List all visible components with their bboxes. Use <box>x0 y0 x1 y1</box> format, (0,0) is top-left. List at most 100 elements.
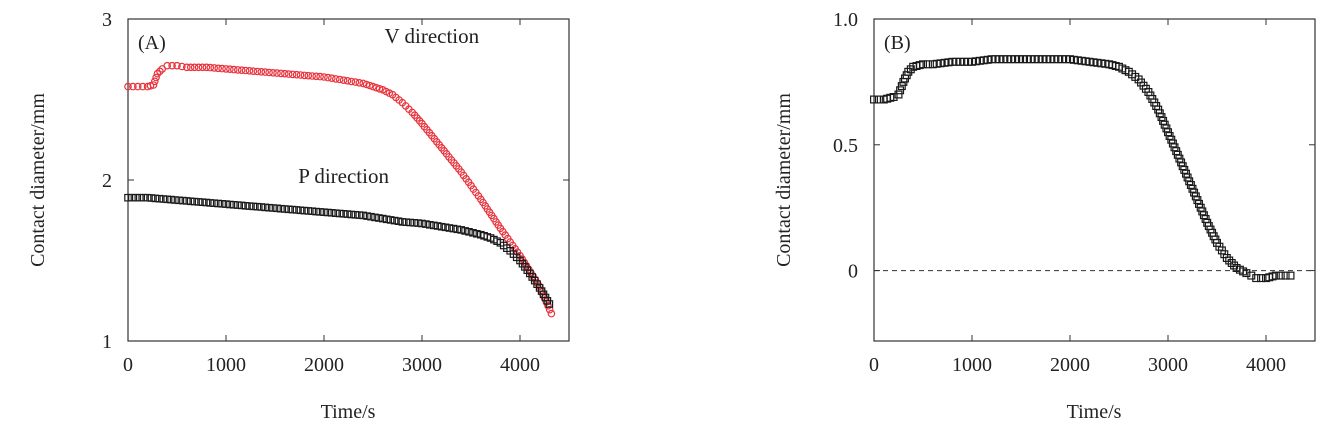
data-point <box>316 72 324 81</box>
data-point <box>214 199 223 208</box>
data-point <box>151 77 159 86</box>
data-point <box>234 201 242 209</box>
data-point <box>372 83 381 92</box>
data-point <box>296 71 305 79</box>
data-point <box>214 64 223 73</box>
data-point <box>375 85 384 93</box>
data-point <box>351 78 360 86</box>
data-point <box>457 226 466 234</box>
y-tick-label: 0.5 <box>833 135 858 157</box>
data-point <box>269 69 277 77</box>
chart-panel-b: 0 1000 2000 3000 4000 0 0.5 1.0 (B) Time/s Cont… <box>773 9 1316 423</box>
data-point <box>316 208 324 216</box>
data-point <box>398 218 407 226</box>
data-point <box>128 193 136 202</box>
annotation-v-direction: V direction <box>384 24 479 48</box>
x-tick-label: 1000 <box>952 354 992 376</box>
data-point <box>430 221 438 230</box>
data-point <box>167 195 175 204</box>
data-point <box>371 213 379 222</box>
data-point <box>206 63 215 72</box>
data-point <box>369 82 377 91</box>
data-point <box>473 230 481 238</box>
data-point <box>324 208 332 217</box>
data-point <box>249 67 258 76</box>
data-point <box>288 70 297 79</box>
series-1 <box>124 193 554 308</box>
data-point <box>339 76 348 85</box>
data-point <box>186 63 195 72</box>
data-point <box>308 207 317 216</box>
data-point <box>194 198 203 206</box>
data-point <box>230 201 238 209</box>
data-point <box>210 199 219 208</box>
data-point <box>1242 269 1251 278</box>
data-point <box>461 227 469 235</box>
data-point <box>281 205 289 213</box>
data-point <box>178 62 186 71</box>
series-0 <box>124 61 556 318</box>
data-point <box>153 69 162 78</box>
data-point <box>300 71 309 80</box>
chart-panel-a: 0 1000 2000 3000 4000 1 2 3 (A) V direction P d… <box>27 9 570 423</box>
data-point <box>889 92 898 101</box>
data-point <box>132 193 140 202</box>
data-point <box>163 61 172 70</box>
y-tick-label: 1.0 <box>833 9 858 31</box>
data-point <box>418 219 426 228</box>
data-point <box>175 196 183 205</box>
data-point <box>335 209 344 218</box>
y-axis-title: Contact diameter/mm <box>27 93 49 267</box>
chart-marks-a <box>124 61 556 318</box>
data-point <box>143 193 152 202</box>
data-point <box>1227 259 1236 268</box>
data-point <box>261 203 270 212</box>
data-point <box>343 77 352 85</box>
data-point <box>343 210 352 218</box>
data-point <box>449 224 458 233</box>
data-point <box>367 212 375 221</box>
data-point <box>284 70 293 78</box>
x-tick-label: 1000 <box>206 354 246 376</box>
data-point <box>198 63 207 72</box>
data-point <box>269 204 277 212</box>
data-point <box>335 75 344 84</box>
data-point <box>218 64 226 73</box>
y-axis-title: Contact diameter/mm <box>773 93 795 267</box>
annotation-p-direction: P direction <box>298 164 389 188</box>
data-point <box>923 60 932 69</box>
data-point <box>324 73 332 82</box>
data-point <box>441 223 450 232</box>
data-point <box>312 207 321 216</box>
x-tick-label: 0 <box>123 354 133 376</box>
data-point <box>390 216 399 225</box>
data-point <box>308 72 317 80</box>
data-point <box>136 193 144 202</box>
data-point <box>190 197 199 206</box>
data-point <box>422 220 430 228</box>
x-tick-label: 4000 <box>500 354 540 376</box>
data-point <box>134 82 142 91</box>
x-tick-label: 2000 <box>1050 354 1090 376</box>
data-point <box>139 193 148 202</box>
data-point <box>156 67 164 76</box>
data-point <box>897 82 906 91</box>
data-point <box>183 63 191 72</box>
data-point <box>365 81 374 90</box>
data-point <box>218 200 226 208</box>
data-point <box>894 90 903 99</box>
data-point <box>445 224 454 232</box>
data-point <box>904 67 913 76</box>
data-point <box>249 202 258 211</box>
y-tick-label: 0 <box>848 261 858 283</box>
data-point <box>168 61 176 70</box>
data-point <box>355 211 364 219</box>
data-point <box>359 211 368 220</box>
data-point <box>331 75 340 83</box>
data-point <box>183 197 191 205</box>
data-point <box>265 203 273 212</box>
y-tick-label: 1 <box>102 331 112 353</box>
data-point <box>124 193 132 202</box>
data-point <box>312 72 321 81</box>
